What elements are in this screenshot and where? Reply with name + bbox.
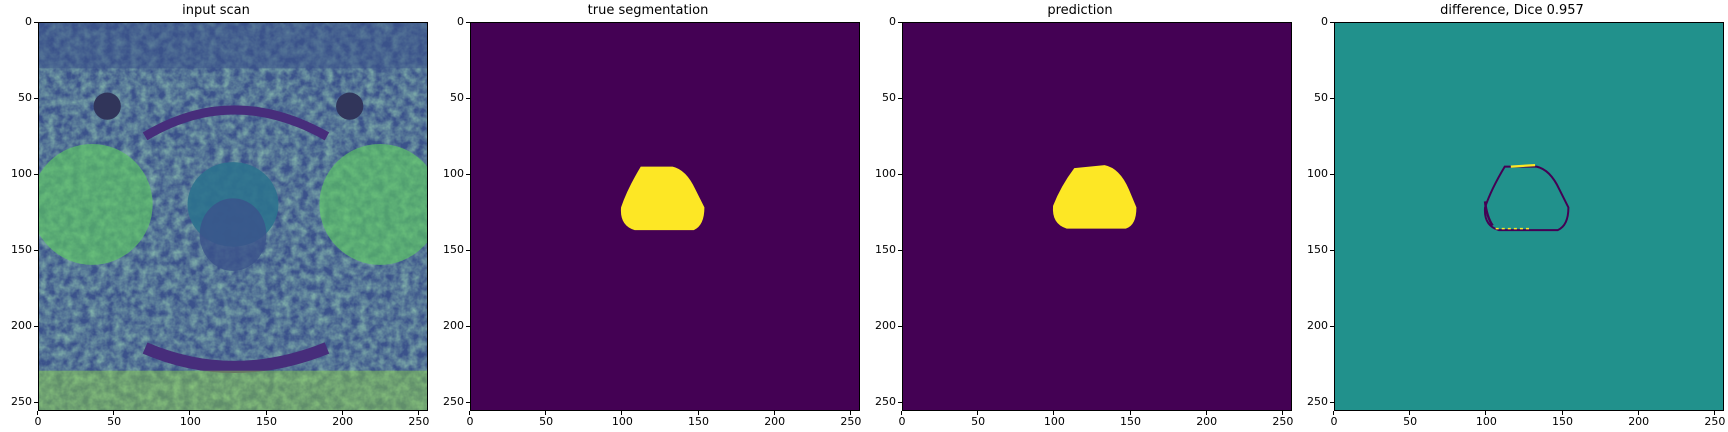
x-tick-label: 150 [252,411,282,428]
x-tick-label: 200 [1624,411,1654,428]
x-tick-label: 100 [175,411,205,428]
y-tick-label: 250 [864,395,902,408]
y-tick-label: 50 [864,91,902,104]
panel-prediction: prediction 0 50 100 150 200 250 0 50 100 150 200 25… [864,0,1296,432]
x-tick-label: 100 [1471,411,1501,428]
y-tick-label: 200 [1296,319,1334,332]
y-tick-label: 100 [0,167,38,180]
image-true-segmentation [470,22,860,411]
x-tick-label: 150 [684,411,714,428]
x-tick-label: 250 [836,411,866,428]
panel-title: prediction [1047,3,1113,18]
y-tick-label: 150 [864,243,902,256]
image-prediction [902,22,1292,411]
y-tick-label: 100 [1296,167,1334,180]
panel-title: input scan [182,3,250,18]
y-tick-label: 200 [864,319,902,332]
y-tick-label: 100 [864,167,902,180]
y-tick-label: 0 [0,16,38,28]
x-tick-label: 50 [531,411,561,428]
y-tick-label: 50 [0,91,38,104]
y-tick-label: 0 [1296,16,1334,28]
x-tick-label: 200 [328,411,358,428]
panel-difference: difference, Dice 0.957 0 50 100 150 200 250 0 5… [1296,0,1728,432]
x-tick-label: 50 [963,411,993,428]
panel-true-segmentation: true segmentation 0 50 100 150 200 250 0 50 100 1… [432,0,864,432]
y-tick-label: 150 [432,243,470,256]
y-tick-label: 100 [432,167,470,180]
y-tick-label: 0 [864,16,902,28]
image-input-scan [38,22,428,411]
y-tick-label: 250 [1296,395,1334,408]
x-tick-label: 250 [1700,411,1728,428]
x-tick-label: 100 [1039,411,1069,428]
prediction-mask [903,23,1291,410]
y-tick-label: 250 [0,395,38,408]
mri-scan-image [39,23,427,410]
y-tick-label: 200 [0,319,38,332]
x-tick-label: 250 [404,411,434,428]
y-tick-label: 200 [432,319,470,332]
x-tick-label: 250 [1268,411,1298,428]
x-tick-label: 0 [1319,411,1349,428]
x-tick-label: 50 [1395,411,1425,428]
panel-title: true segmentation [587,3,709,18]
x-tick-label: 0 [887,411,917,428]
image-difference [1334,22,1724,411]
x-tick-label: 0 [455,411,485,428]
x-tick-label: 200 [760,411,790,428]
y-tick-label: 50 [1296,91,1334,104]
x-tick-label: 150 [1548,411,1578,428]
x-tick-label: 200 [1192,411,1222,428]
x-tick-label: 50 [99,411,129,428]
y-tick-label: 50 [432,91,470,104]
x-tick-label: 150 [1116,411,1146,428]
x-tick-label: 0 [23,411,53,428]
x-tick-label: 100 [607,411,637,428]
difference-map [1335,23,1723,410]
panel-title: difference, Dice 0.957 [1440,3,1584,18]
y-tick-label: 250 [432,395,470,408]
y-tick-label: 150 [1296,243,1334,256]
y-tick-label: 150 [0,243,38,256]
y-tick-label: 0 [432,16,470,28]
segmentation-mask [471,23,859,410]
panel-input-scan: input scan 0 50 100 150 200 250 0 50 100 150 200 25… [0,0,432,432]
